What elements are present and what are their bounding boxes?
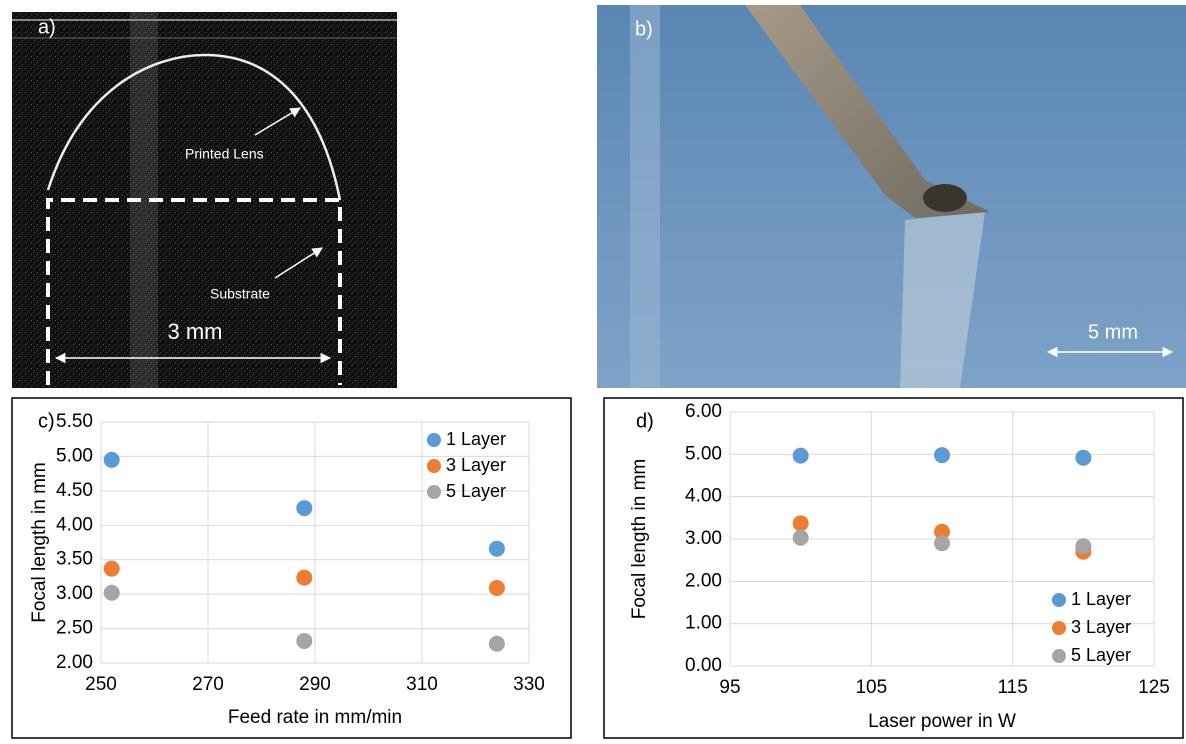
legend-label: 3 Layer [1071, 617, 1131, 637]
x-tick-label: 290 [299, 674, 331, 695]
point [488, 635, 505, 652]
point [1075, 449, 1092, 466]
y-axis-label: Focal length in mm [629, 459, 650, 620]
nozzle [745, 5, 990, 218]
arrow [274, 247, 323, 279]
point [1075, 538, 1092, 555]
point [103, 451, 120, 468]
y-tick-label: 3.00 [56, 583, 93, 604]
legend-label: 1 Layer [446, 429, 506, 449]
x-axis-label: Laser power in W [868, 711, 1016, 732]
y-tick-label: 2.00 [56, 652, 93, 673]
point [296, 569, 313, 586]
legend-label: 3 Layer [446, 455, 506, 475]
point [296, 632, 313, 649]
y-tick-label: 5.00 [56, 445, 93, 466]
scale-label: 3 mm [168, 319, 223, 344]
charts: 2.00 2.50 3.00 3.50 4.00 4.50 5.00 5.50 250 270 29… [29, 401, 1170, 732]
x-tick-label: 310 [406, 674, 438, 695]
legend-label: 1 Layer [1071, 589, 1131, 609]
legend-marker [1052, 649, 1066, 663]
y-tick-label: 5.50 [56, 411, 93, 432]
arrow [254, 107, 301, 136]
point [488, 579, 505, 596]
scale-label: 5 mm [1088, 321, 1138, 343]
y-tick-label: 6.00 [685, 401, 722, 422]
point [792, 515, 809, 532]
legend-marker [1052, 593, 1066, 607]
y-tick-label: 5.00 [685, 443, 722, 464]
x-tick-label: 115 [998, 677, 1028, 698]
panel-a: a) Printed Lens Substrate 3 mm [12, 12, 397, 388]
annotation: Substrate [210, 286, 270, 302]
point [792, 529, 809, 546]
legend-marker [427, 459, 441, 473]
y-tick-label: 1.00 [685, 613, 722, 634]
y-tick-label: 2.00 [685, 570, 722, 591]
legend-label: 5 Layer [446, 481, 506, 501]
point [934, 523, 950, 540]
panel-label: c) [38, 410, 55, 432]
y-tick-label: 2.50 [56, 618, 93, 639]
glass-plate [900, 212, 985, 388]
point [103, 584, 120, 601]
panel-label: b) [635, 18, 653, 40]
annotation: Printed Lens [185, 146, 264, 162]
lens [923, 184, 967, 212]
x-tick-label: 250 [85, 674, 117, 695]
y-tick-label: 4.00 [56, 514, 93, 535]
y-tick-label: 3.00 [685, 528, 722, 549]
legend-label: 5 Layer [1071, 645, 1131, 665]
y-axis-label: Focal length in mm [29, 462, 50, 623]
legend-marker [427, 433, 441, 447]
x-tick-label: 105 [855, 677, 887, 698]
panel-label: a) [38, 16, 56, 38]
x-tick-label: 270 [192, 674, 224, 695]
point [488, 540, 505, 557]
lens-outline [46, 53, 342, 201]
legend-marker [427, 485, 441, 499]
x-axis-label: Feed rate in mm/min [228, 707, 402, 728]
panel-b: b) 5 mm [597, 5, 1186, 388]
point [934, 447, 950, 464]
point [934, 535, 950, 552]
x-tick-label: 125 [1138, 677, 1170, 698]
y-tick-label: 3.50 [56, 549, 93, 570]
panel-label: d) [636, 410, 654, 432]
point [296, 500, 313, 517]
x-tick-label: 330 [513, 674, 545, 695]
legend-marker [1052, 621, 1066, 635]
point [103, 560, 120, 577]
x-tick-label: 95 [719, 677, 740, 698]
substrate-box [46, 198, 342, 385]
glass-edge [630, 5, 660, 388]
y-tick-label: 0.00 [685, 655, 722, 676]
y-tick-label: 4.50 [56, 480, 93, 501]
point [792, 447, 809, 464]
y-tick-label: 4.00 [685, 486, 722, 507]
